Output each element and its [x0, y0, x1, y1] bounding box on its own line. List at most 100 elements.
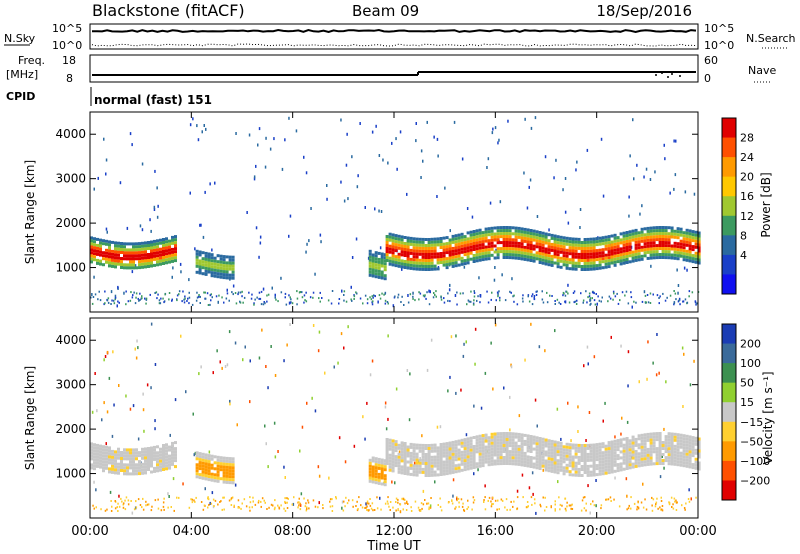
echo-cell	[144, 241, 147, 245]
echo-cell	[445, 457, 449, 461]
echo-cell	[658, 453, 662, 456]
echo-cell	[667, 462, 671, 466]
echo-cell	[469, 239, 473, 243]
echo-cell	[679, 230, 683, 234]
echo-cell	[442, 242, 446, 246]
echo-cell	[694, 251, 698, 255]
echo-cell	[147, 262, 150, 265]
echo-cell	[385, 462, 389, 465]
echo-cell	[374, 254, 378, 258]
near-range-cell	[160, 297, 162, 300]
near-range-cell	[588, 292, 591, 295]
echo-cell	[374, 460, 378, 464]
echo-cell	[99, 462, 102, 466]
near-range-cell	[117, 510, 119, 512]
echo-cell	[577, 458, 581, 462]
echo-cell	[457, 439, 461, 443]
near-range-cell	[673, 497, 676, 500]
echo-cell	[496, 456, 500, 460]
near-range-cell	[351, 299, 353, 302]
near-range-cell	[571, 503, 573, 506]
echo-cell	[165, 449, 168, 453]
noise-tick-top-left: 10^5	[52, 22, 82, 35]
echo-cell	[514, 444, 518, 448]
scatter-cell	[428, 289, 430, 293]
echo-cell	[135, 448, 138, 452]
echo-cell	[478, 434, 482, 438]
echo-cell	[661, 250, 665, 253]
near-range-cell	[621, 291, 624, 294]
echo-cell	[496, 256, 500, 260]
echo-cell	[595, 258, 599, 262]
echo-cell	[228, 276, 232, 280]
echo-cell	[508, 241, 512, 245]
near-range-cell	[364, 507, 366, 509]
echo-cell	[487, 439, 491, 443]
echo-cell	[201, 470, 205, 474]
echo-cell	[159, 238, 162, 242]
echo-cell	[138, 251, 141, 255]
echo-cell	[409, 266, 413, 270]
near-range-cell	[163, 497, 165, 500]
echo-cell	[117, 259, 120, 263]
echo-cell	[628, 230, 632, 234]
echo-cell	[553, 255, 557, 259]
echo-cell	[460, 238, 464, 242]
echo-cell	[526, 461, 530, 465]
echo-cell	[383, 480, 387, 484]
echo-cell	[174, 250, 177, 254]
echo-cell	[466, 249, 470, 253]
echo-cell	[454, 443, 458, 447]
near-range-cell	[435, 290, 437, 293]
near-range-cell	[496, 291, 499, 294]
near-range-cell	[125, 303, 127, 306]
echo-cell	[604, 235, 608, 239]
echo-cell	[493, 441, 497, 445]
near-range-cell	[199, 302, 201, 304]
scatter-cell	[626, 420, 629, 424]
echo-cell	[643, 445, 647, 449]
echo-cell	[421, 452, 425, 456]
near-range-cell	[304, 505, 307, 508]
echo-cell	[120, 257, 123, 260]
scatter-cell	[497, 292, 499, 296]
near-range-cell	[369, 296, 371, 299]
echo-cell	[670, 235, 674, 239]
echo-cell	[505, 450, 509, 453]
echo-cell	[472, 463, 476, 466]
echo-cell	[535, 236, 539, 240]
echo-cell	[210, 463, 214, 467]
echo-cell	[544, 259, 548, 263]
echo-cell	[481, 443, 485, 447]
echo-cell	[658, 462, 662, 465]
near-range-cell	[679, 303, 681, 306]
echo-cell	[436, 467, 440, 471]
echo-cell	[640, 451, 644, 455]
echo-cell	[541, 449, 545, 453]
echo-cell	[171, 450, 174, 454]
echo-cell	[670, 462, 674, 466]
echo-cell	[436, 458, 440, 462]
near-range-cell	[655, 503, 657, 506]
echo-cell	[541, 446, 545, 450]
echo-cell	[377, 472, 381, 476]
echo-cell	[664, 226, 668, 230]
near-range-cell	[329, 505, 332, 508]
echo-cell	[598, 248, 602, 252]
echo-cell	[412, 467, 416, 471]
echo-cell	[117, 465, 120, 469]
scatter-cell	[341, 500, 344, 504]
scatter-cell	[123, 291, 125, 295]
echo-cell	[484, 248, 488, 252]
echo-cell	[469, 457, 473, 461]
echo-cell	[216, 464, 220, 468]
echo-cell	[562, 454, 566, 458]
echo-cell	[655, 453, 659, 457]
echo-cell	[123, 251, 126, 255]
scatter-cell	[521, 473, 524, 477]
echo-cell	[409, 251, 413, 255]
echo-cell	[562, 248, 566, 252]
near-range-cell	[401, 295, 403, 298]
echo-cell	[568, 455, 572, 459]
scatter-cell	[224, 365, 227, 368]
